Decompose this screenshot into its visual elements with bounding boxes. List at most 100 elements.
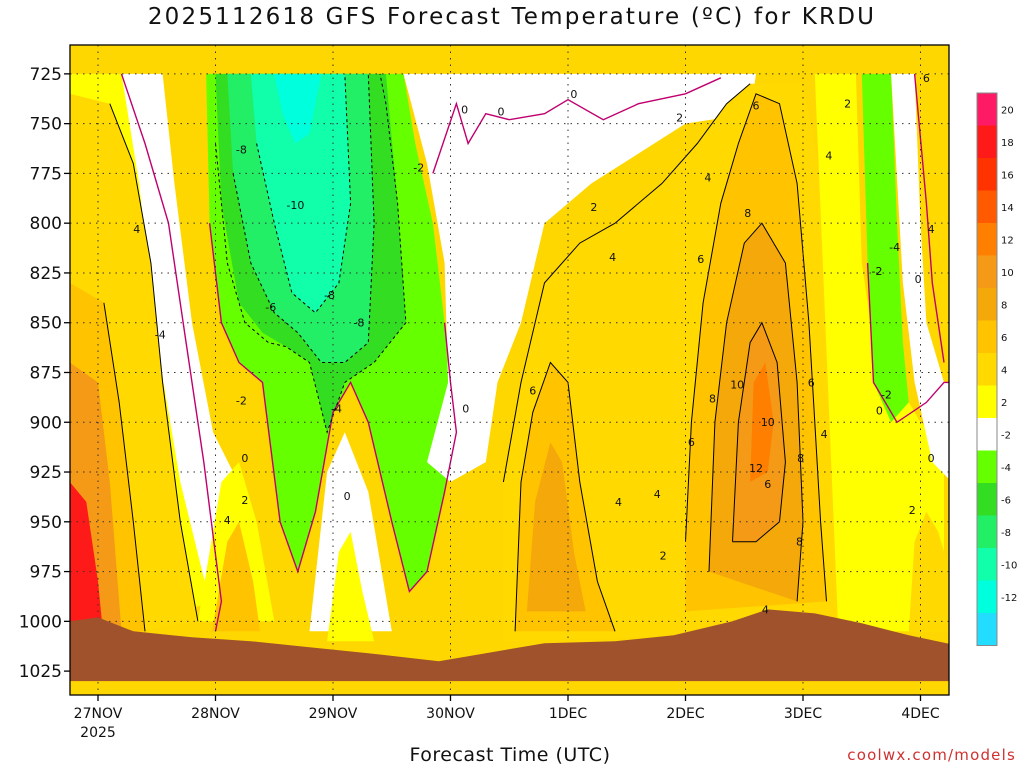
fill-white-east <box>891 73 949 480</box>
fill-cyan-core <box>274 73 322 144</box>
contour-label: 0 <box>462 402 469 415</box>
y-tick-label: 900 <box>30 413 62 433</box>
colorbar-swatch <box>977 320 997 353</box>
contour-label: -4 <box>331 402 342 415</box>
zero-line-28nov <box>208 223 458 593</box>
contour-label: 10 <box>761 416 775 429</box>
colorbar-label: 14 <box>1001 203 1014 214</box>
source-credit: coolwx.com/models <box>847 746 1016 764</box>
x-tick-label: 3DEC <box>784 706 823 722</box>
zero-line-east-upper <box>913 73 945 363</box>
terrain-surface <box>70 609 949 682</box>
contour-label: 6 <box>923 72 930 85</box>
colorbar-swatch <box>977 125 997 158</box>
colorbar-label: 12 <box>1001 235 1014 246</box>
contour-label: 2 <box>676 112 683 125</box>
fill-orange-deep-1dec <box>526 442 586 612</box>
fill-orange-core-2dec <box>750 362 774 482</box>
y-tick-label: 875 <box>30 363 62 383</box>
contour-label: 4 <box>224 514 231 527</box>
colorbar-swatch <box>977 613 997 646</box>
x-axis: 27NOV 2025 28NOV 29NOV 30NOV 1DEC 2DEC 3DEC 4DEC <box>74 695 940 741</box>
contour-label: 12 <box>749 462 763 475</box>
colorbar-label: 20 <box>1001 105 1014 116</box>
contour-label: 0 <box>915 273 922 286</box>
contour-label: -2 <box>236 394 247 407</box>
pos4-line-west <box>109 103 199 622</box>
contour-label: -4 <box>889 241 900 254</box>
y-tick-label: 800 <box>30 214 62 234</box>
pos10-line-2dec <box>732 321 786 543</box>
colorbar-label: -6 <box>1001 495 1011 506</box>
grid-lines <box>70 45 949 695</box>
contour-label: -2 <box>881 388 892 401</box>
y-tick-label: 1000 <box>19 612 62 632</box>
colorbar-swatch <box>977 515 997 548</box>
colorbar-label: -8 <box>1001 528 1011 539</box>
contour-label: 6 <box>753 100 760 113</box>
colorbar-swatch <box>977 353 997 386</box>
fill-gold-east-top <box>914 73 949 383</box>
contour-label: 0 <box>876 404 883 417</box>
contour-label: 2 <box>590 201 597 214</box>
x-tick-label: 27NOV <box>74 706 123 722</box>
contour-label: 0 <box>928 452 935 465</box>
fill-yellow-29nov <box>327 531 375 642</box>
pos4-line-central <box>514 361 616 632</box>
contour-label: -8 <box>236 143 247 156</box>
y-tick-label: 1025 <box>19 662 62 682</box>
colorbar-label: 10 <box>1001 268 1014 279</box>
colorbar-swatch <box>977 385 997 418</box>
contour-label: -6 <box>265 301 276 314</box>
contour-label: -2 <box>872 265 883 278</box>
zero-line-east <box>866 262 949 424</box>
contour-label: 4 <box>133 223 140 236</box>
x-tick-label: 1DEC <box>549 706 588 722</box>
x-tick-label: 30NOV <box>426 706 475 722</box>
colorbar-swatch <box>977 483 997 516</box>
colorbar-swatch <box>977 190 997 223</box>
contour-label: 6 <box>697 253 704 266</box>
fill-green-east <box>861 73 909 423</box>
y-tick-label: 950 <box>30 513 62 533</box>
fill-white-mid <box>403 73 756 483</box>
colorbar-swatch <box>977 418 997 451</box>
contour-lines <box>103 73 949 632</box>
y-tick-label: 725 <box>30 65 62 85</box>
zero-line-north <box>432 77 722 174</box>
colorbar-swatch <box>977 93 997 126</box>
contour-label: 0 <box>570 88 577 101</box>
colorbar-frame <box>976 92 998 646</box>
contour-label: -4 <box>155 329 166 342</box>
neg8-dashed <box>232 73 375 363</box>
contour-label: 8 <box>709 392 716 405</box>
contour-label: -10 <box>286 199 304 212</box>
contour-label: 4 <box>704 171 711 184</box>
contour-label: 2 <box>909 504 916 517</box>
contour-label: 8 <box>744 207 751 220</box>
contour-label: 6 <box>764 478 771 491</box>
colorbar-swatch <box>977 548 997 581</box>
x-tick-sublabel: 2025 <box>80 725 116 741</box>
contour-label: 2 <box>844 98 851 111</box>
contour-label: 4 <box>821 428 828 441</box>
x-tick-label: 2DEC <box>666 706 705 722</box>
chart-title: 2025112618 GFS Forecast Temperature (ºC)… <box>147 4 877 30</box>
colorbar-label: 18 <box>1001 138 1014 149</box>
neg10-dashed <box>256 73 352 314</box>
temperature-fill <box>70 73 949 642</box>
colorbar-swatch <box>977 223 997 256</box>
contour-label: 0 <box>498 106 505 119</box>
contour-label: 8 <box>796 536 803 549</box>
y-axis: 725 750 775 800 825 850 875 900 925 950 975 1000 102… <box>19 65 70 682</box>
contour-label: -2 <box>413 161 424 174</box>
contour-label: -8 <box>324 289 335 302</box>
pos6-line-west <box>103 302 146 632</box>
colorbar-label: -2 <box>1001 430 1011 441</box>
x-axis-title: Forecast Time (UTC) <box>409 744 611 766</box>
colorbar-label: 6 <box>1001 333 1007 344</box>
colorbar-label: 4 <box>1001 365 1007 376</box>
contour-label: 4 <box>928 223 935 236</box>
